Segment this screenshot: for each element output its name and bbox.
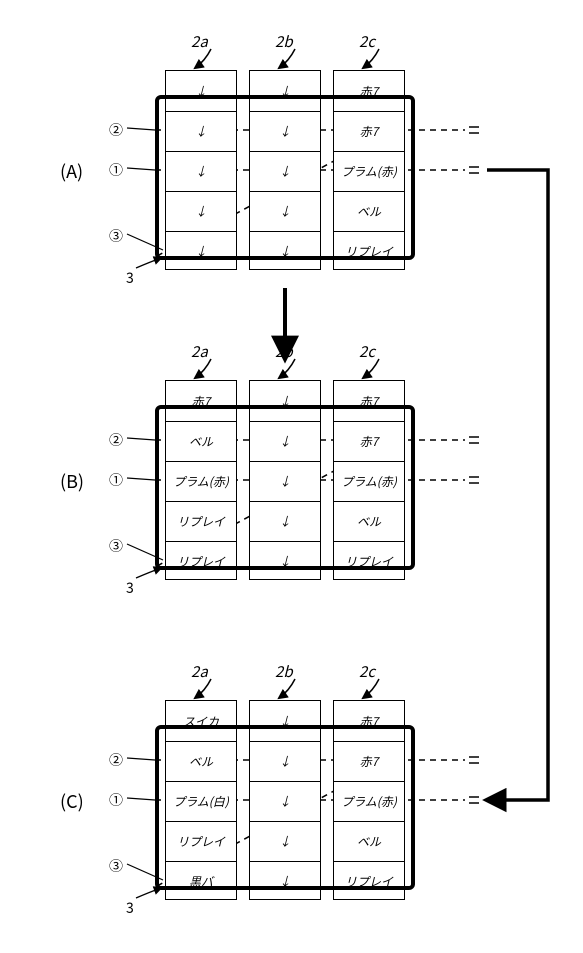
- reel-cell: 赤7: [334, 421, 404, 461]
- panel-label-B: (B): [60, 468, 84, 494]
- payline-label: ②: [109, 430, 123, 450]
- panel-label-C: (C): [60, 788, 84, 814]
- reel-cell: ↓: [166, 231, 236, 271]
- reel-cell: ↓: [250, 501, 320, 541]
- column-label-c: 2c: [359, 341, 375, 362]
- reel-cell: ↓: [166, 71, 236, 111]
- reel-cell: 赤7: [334, 71, 404, 111]
- payline-label: ②: [109, 120, 123, 140]
- reel-B-b: ↓↓↓↓↓: [249, 380, 321, 580]
- reel-cell: ベル: [334, 501, 404, 541]
- reel-cell: ↓: [250, 381, 320, 421]
- reel-cell: ベル: [334, 821, 404, 861]
- reel-cell: 黒バ: [166, 861, 236, 901]
- reel-A-a: ↓↓↓↓↓: [165, 70, 237, 270]
- panel-label-A: (A): [60, 158, 83, 184]
- reel-cell: 赤7: [334, 381, 404, 421]
- reel-cell: ベル: [166, 421, 236, 461]
- reel-cell: ↓: [250, 111, 320, 151]
- reel-C-c: 赤7赤7プラム(赤)ベルリプレイ: [333, 700, 405, 900]
- reel-cell: ↓: [250, 821, 320, 861]
- payline-label: ③: [109, 226, 123, 246]
- frame-ref-3: 3: [126, 578, 134, 598]
- reel-cell: ↓: [166, 111, 236, 151]
- reel-cell: ↓: [250, 71, 320, 111]
- reel-cell: ↓: [250, 191, 320, 231]
- reel-cell: ↓: [250, 861, 320, 901]
- reel-cell: リプレイ: [334, 231, 404, 271]
- column-label-a: 2a: [191, 31, 208, 52]
- frame-ref-3: 3: [126, 268, 134, 288]
- reel-B-a: 赤7ベルプラム(赤)リプレイリプレイ: [165, 380, 237, 580]
- reel-cell: ↓: [250, 781, 320, 821]
- reel-cell: リプレイ: [334, 861, 404, 901]
- reel-cell: リプレイ: [166, 541, 236, 581]
- column-label-c: 2c: [359, 31, 375, 52]
- reel-cell: 赤7: [334, 111, 404, 151]
- reel-cell: ↓: [250, 231, 320, 271]
- reel-cell: ↓: [250, 701, 320, 741]
- column-label-a: 2a: [191, 661, 208, 682]
- reel-A-b: ↓↓↓↓↓: [249, 70, 321, 270]
- reel-cell: ↓: [166, 191, 236, 231]
- reel-cell: プラム(赤): [166, 461, 236, 501]
- reel-cell: リプレイ: [166, 501, 236, 541]
- column-label-b: 2b: [275, 341, 293, 362]
- reel-cell: 赤7: [334, 741, 404, 781]
- reel-cell: スイカ: [166, 701, 236, 741]
- reel-cell: ↓: [250, 461, 320, 501]
- reel-C-b: ↓↓↓↓↓: [249, 700, 321, 900]
- reel-cell: プラム(白): [166, 781, 236, 821]
- reel-cell: ↓: [166, 151, 236, 191]
- reel-cell: ↓: [250, 151, 320, 191]
- frame-ref-3: 3: [126, 898, 134, 918]
- payline-label: ②: [109, 750, 123, 770]
- payline-label: ①: [109, 790, 123, 810]
- reel-B-c: 赤7赤7プラム(赤)ベルリプレイ: [333, 380, 405, 580]
- reel-cell: ベル: [334, 191, 404, 231]
- reel-cell: 赤7: [166, 381, 236, 421]
- reel-cell: プラム(赤): [334, 461, 404, 501]
- column-label-a: 2a: [191, 341, 208, 362]
- reel-cell: リプレイ: [334, 541, 404, 581]
- reel-cell: ↓: [250, 541, 320, 581]
- reel-A-c: 赤7赤7プラム(赤)ベルリプレイ: [333, 70, 405, 270]
- reel-cell: プラム(赤): [334, 781, 404, 821]
- reel-cell: 赤7: [334, 701, 404, 741]
- payline-label: ③: [109, 536, 123, 556]
- payline-label: ①: [109, 470, 123, 490]
- payline-label: ①: [109, 160, 123, 180]
- column-label-c: 2c: [359, 661, 375, 682]
- column-label-b: 2b: [275, 661, 293, 682]
- reel-C-a: スイカベルプラム(白)リプレイ黒バ: [165, 700, 237, 900]
- reel-cell: ベル: [166, 741, 236, 781]
- payline-label: ③: [109, 856, 123, 876]
- reel-cell: リプレイ: [166, 821, 236, 861]
- reel-cell: ↓: [250, 421, 320, 461]
- column-label-b: 2b: [275, 31, 293, 52]
- reel-cell: プラム(赤): [334, 151, 404, 191]
- reel-cell: ↓: [250, 741, 320, 781]
